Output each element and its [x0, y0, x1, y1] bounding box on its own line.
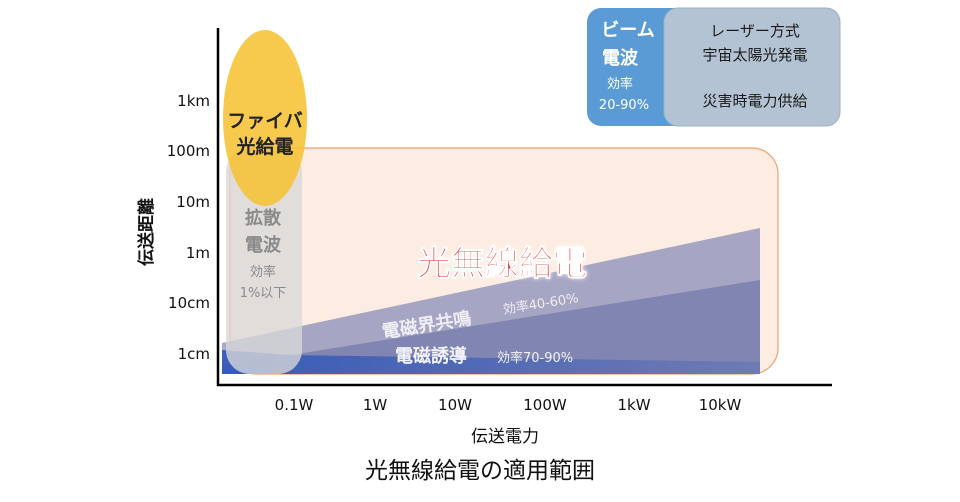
- laser-label: 宇宙太陽光発電: [702, 46, 807, 64]
- region-fiber: [223, 30, 307, 206]
- x-tick: 1kW: [617, 396, 650, 414]
- beam-label: ビーム: [601, 20, 654, 41]
- induction-label: 電磁誘導: [395, 345, 467, 367]
- diffuse-label: 電波: [245, 234, 282, 256]
- laser-label: 災害時電力供給: [702, 92, 807, 110]
- y-axis-label: 伝送距離: [136, 198, 157, 266]
- fiber-label: 光給電: [235, 135, 293, 158]
- x-tick: 1W: [363, 396, 388, 414]
- beam-efficiency: 20-90%: [599, 98, 649, 113]
- y-tick: 1cm: [178, 345, 210, 363]
- x-tick: 0.1W: [275, 396, 314, 414]
- y-tick: 100m: [167, 142, 210, 160]
- region-laser: [663, 7, 841, 127]
- x-tick: 10W: [438, 396, 472, 414]
- y-tick: 1km: [177, 92, 210, 110]
- beam-label: 電波: [602, 47, 639, 69]
- x-tick: 100W: [523, 396, 567, 414]
- x-axis-label: 伝送電力: [471, 427, 539, 447]
- optical-label: 光無線給電: [417, 244, 587, 284]
- laser-label: レーザー方式: [710, 22, 800, 40]
- chart-title: 光無線給電の適用範囲: [365, 458, 595, 484]
- diffuse-label: 拡散: [245, 207, 282, 229]
- fiber-label: ファイバ: [227, 110, 303, 132]
- region-base: [222, 350, 760, 374]
- y-tick: 10m: [176, 193, 210, 211]
- induction-efficiency: 効率70-90%: [497, 350, 573, 366]
- beam-efficiency: 効率: [607, 76, 633, 92]
- y-tick: 10cm: [168, 294, 210, 312]
- x-tick: 10kW: [699, 396, 742, 414]
- region-diffuse: [226, 148, 302, 374]
- diffuse-efficiency: 効率: [250, 264, 276, 280]
- y-tick: 1m: [186, 244, 210, 262]
- diffuse-efficiency: 1%以下: [240, 286, 287, 301]
- region-induction: [222, 280, 760, 374]
